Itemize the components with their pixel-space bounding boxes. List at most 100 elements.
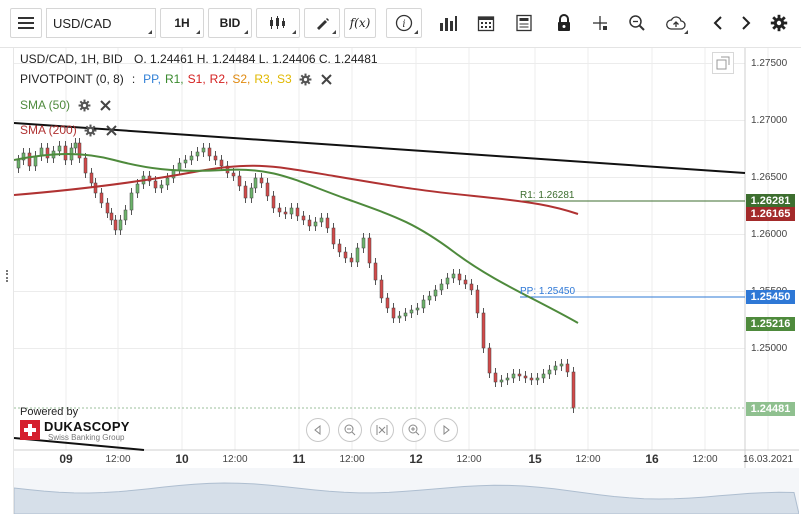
candle-body	[325, 217, 330, 229]
info-button[interactable]: i	[386, 8, 422, 38]
candle-body	[207, 147, 212, 157]
swiss-cross-icon	[20, 420, 40, 440]
panel-resize-handle[interactable]	[6, 270, 8, 282]
pivot-settings-button[interactable]	[299, 72, 313, 86]
price-tag: 1.26281	[746, 194, 795, 208]
candle-body	[73, 142, 78, 149]
candle-body	[295, 207, 300, 217]
price-tag: 1.25450	[746, 290, 795, 304]
sma50-remove-button[interactable]	[98, 98, 112, 112]
zoom-button[interactable]	[622, 8, 652, 38]
news-icon	[516, 14, 532, 32]
draw-tool-button[interactable]	[304, 8, 340, 38]
candle-body	[367, 237, 372, 264]
timeframe-selector[interactable]: 1H	[160, 8, 204, 38]
candle-body	[307, 219, 312, 227]
zoom-in-icon	[408, 424, 420, 436]
candle-body	[253, 177, 258, 189]
candle-body	[93, 182, 98, 194]
cloud-save-button[interactable]	[660, 8, 692, 38]
zoom-out-icon	[344, 424, 356, 436]
candle-body	[481, 312, 486, 349]
pivot-remove-button[interactable]	[320, 72, 334, 86]
candle-body	[547, 369, 552, 375]
candle-body	[83, 157, 88, 174]
gear-icon	[299, 73, 312, 85]
price-tick-label: 1.25000	[751, 342, 788, 354]
candle-body	[113, 219, 118, 231]
zoom-out-button[interactable]	[338, 418, 362, 442]
price-chart-canvas[interactable]	[14, 48, 799, 514]
scroll-right-button[interactable]	[434, 418, 458, 442]
price-tick-label: 1.26000	[751, 228, 788, 240]
gear-icon	[84, 124, 97, 136]
lock-button[interactable]	[550, 8, 578, 38]
chart-type-button[interactable]	[256, 8, 300, 38]
candle-body	[355, 247, 360, 263]
scroll-forward-button[interactable]	[734, 8, 758, 38]
candle-body	[541, 373, 546, 379]
sma50-settings-button[interactable]	[77, 98, 91, 112]
candle-body	[499, 379, 504, 383]
side-selector[interactable]: BID	[208, 8, 252, 38]
candle-body	[505, 377, 510, 381]
calendar-button[interactable]	[470, 8, 502, 38]
volume-button[interactable]	[432, 8, 464, 38]
candle-body	[349, 257, 354, 263]
candle-body	[433, 289, 438, 297]
crosshair-button[interactable]	[586, 8, 614, 38]
candle-body	[118, 219, 123, 231]
expand-chart-button[interactable]	[712, 52, 734, 74]
candle-body	[397, 315, 402, 319]
sma200-remove-button[interactable]	[105, 123, 119, 137]
cloud-upload-icon	[666, 16, 686, 30]
zoom-icon	[629, 15, 645, 31]
candle-body	[219, 159, 224, 167]
scroll-left-button[interactable]	[306, 418, 330, 442]
sma200-settings-button[interactable]	[84, 123, 98, 137]
zoom-in-button[interactable]	[402, 418, 426, 442]
candle-type-icon	[270, 16, 285, 29]
candle-body	[243, 185, 248, 199]
gear-icon	[78, 99, 90, 111]
candle-body	[451, 273, 456, 279]
volume-bars-icon	[440, 16, 457, 31]
pivot-items: PP, R1, S1, R2, S2, R3, S3	[139, 72, 292, 86]
info-icon: i	[395, 14, 413, 32]
candle-body	[135, 183, 140, 194]
indicators-button[interactable]: f(x)	[344, 8, 376, 38]
pivot-item: S3	[277, 72, 292, 86]
settings-button[interactable]	[766, 8, 792, 38]
candle-body	[277, 207, 282, 213]
hamburger-menu-icon	[18, 17, 34, 29]
candle-body	[109, 212, 114, 221]
candle-body	[283, 211, 288, 215]
candle-body	[535, 377, 540, 381]
news-button[interactable]	[508, 8, 540, 38]
pivot-legend: PIVOTPOINT (0, 8) : PP, R1, S1, R2, S2, R3, S3	[20, 72, 334, 86]
candle-body	[99, 192, 104, 204]
chevron-down-icon	[148, 30, 152, 34]
crosshair-icon	[593, 16, 607, 30]
candle-body	[45, 147, 50, 159]
candle-body	[105, 202, 110, 214]
scroll-back-button[interactable]	[706, 8, 730, 38]
candle-body	[409, 309, 414, 314]
instrument-selector[interactable]: USD/CAD	[46, 8, 156, 38]
close-icon	[321, 73, 332, 85]
candle-body	[385, 297, 390, 309]
candle-body	[361, 237, 366, 249]
time-tick-label: 12:00	[692, 454, 718, 465]
svg-text:i: i	[402, 19, 405, 30]
pivot-item: PP,	[143, 72, 161, 86]
candle-body	[313, 221, 318, 227]
candle-body	[373, 262, 378, 281]
hamburger-menu-button[interactable]	[10, 8, 42, 38]
candle-body	[89, 172, 94, 184]
chart-area[interactable]: USD/CAD, 1H, BID O. 1.24461 H. 1.24484 L…	[14, 48, 799, 514]
candle-body	[77, 142, 82, 159]
fit-icon	[376, 425, 388, 435]
dukascopy-logo[interactable]: DUKASCOPY Swiss Banking Group	[20, 418, 132, 442]
sma200-legend: SMA (200)	[20, 123, 119, 137]
fit-button[interactable]	[370, 418, 394, 442]
